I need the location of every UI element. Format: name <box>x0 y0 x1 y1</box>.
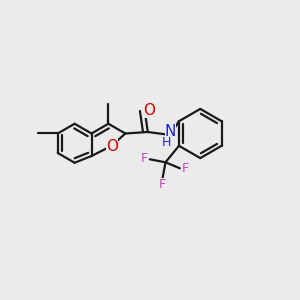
Text: F: F <box>159 178 166 191</box>
Text: O: O <box>106 139 118 154</box>
Text: N: N <box>165 124 176 140</box>
Text: H: H <box>162 136 171 149</box>
Text: F: F <box>182 162 189 175</box>
Text: O: O <box>143 103 155 118</box>
Text: F: F <box>141 152 148 165</box>
